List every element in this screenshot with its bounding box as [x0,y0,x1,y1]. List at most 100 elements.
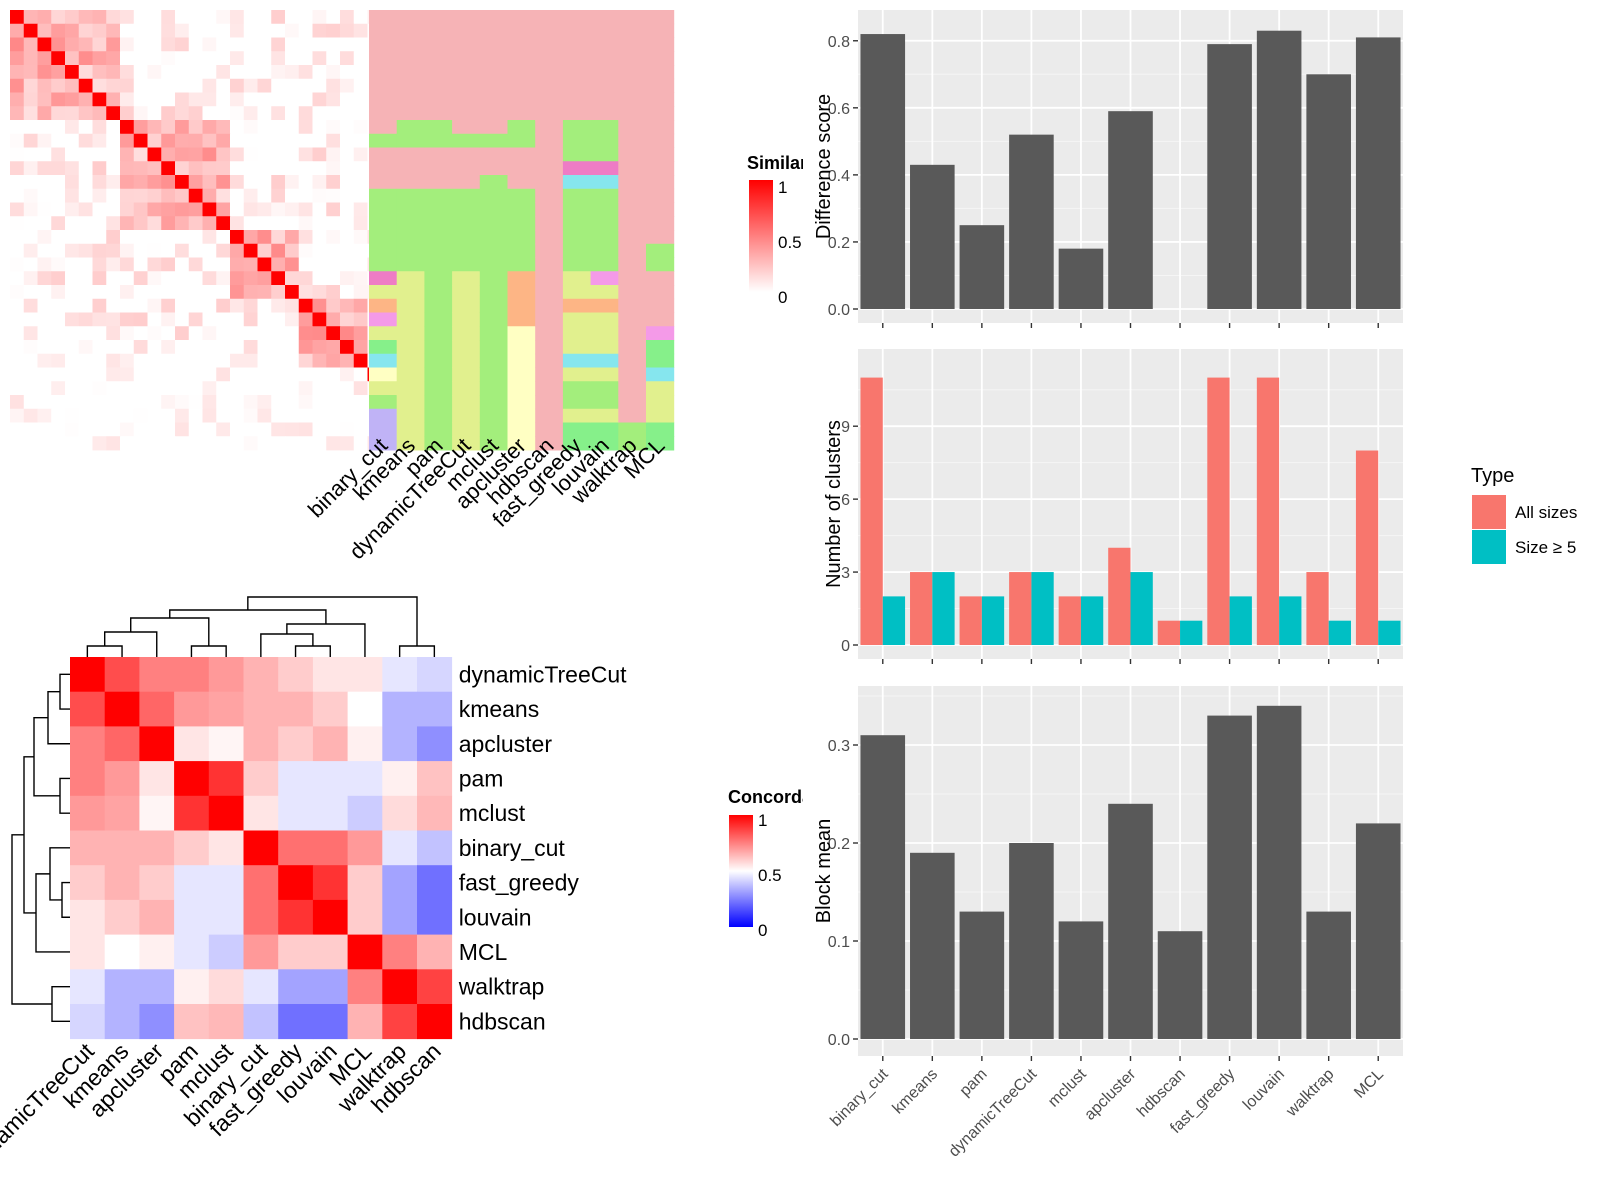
similarity-cell [285,147,300,162]
concordance-cell [139,830,175,866]
similarity-cell [23,10,38,25]
similarity-cell [51,436,66,451]
cluster-label-cell [424,285,453,300]
cluster-label-cell [535,10,564,25]
similarity-cell [120,257,135,272]
similarity-cell [202,37,217,52]
similarity-cell [120,188,135,203]
similarity-cell [243,133,258,148]
concordance-cell [312,1004,348,1040]
cluster-label-cell [452,175,481,190]
similarity-cell [37,133,52,148]
similarity-cell [92,51,107,66]
similarity-cell [23,175,38,190]
similarity-cell [175,92,190,107]
legend-label-size-ge-5: Size ≥ 5 [1515,538,1576,557]
similarity-cell [298,106,313,121]
similarity-cell [298,436,313,451]
similarity-cell [161,422,176,437]
similarity-cell [285,422,300,437]
similarity-cell [10,202,25,217]
similarity-cell [175,51,190,66]
similarity-cell [285,395,300,410]
x-tick-label: mclust [1045,1065,1090,1110]
similarity-cell [78,147,93,162]
cluster-label-cell [369,133,398,148]
y-tick-label: 6 [841,492,850,509]
similarity-cell [92,353,107,368]
cluster-label-cell [535,120,564,135]
similarity-cell [120,285,135,300]
similarity-cell [188,243,203,258]
similarity-cell [326,106,341,121]
similarity-cell [92,37,107,52]
concordance-cell [70,830,106,866]
cluster-label-cell [396,285,425,300]
similarity-cell [147,120,162,135]
similarity-cell [285,298,300,313]
similarity-legend-tick-0: 0 [778,288,787,307]
cluster-label-cell [479,353,508,368]
similarity-cell [353,243,368,258]
similarity-cell [188,78,203,93]
cluster-label-cell [479,78,508,93]
similarity-cell [243,175,258,190]
cluster-label-cell [507,216,536,231]
cluster-label-cell [618,37,647,52]
cluster-label-cell [562,285,592,300]
concordance-cell [139,726,175,762]
similarity-cell [147,216,162,231]
similarity-cell [161,271,176,286]
cluster-label-cell [479,37,508,52]
similarity-cell [161,202,176,217]
concordance-cell [208,899,244,935]
similarity-cell [65,340,80,355]
similarity-cell [298,326,313,341]
cluster-label-cell [507,408,536,423]
similarity-cell [257,408,272,423]
similarity-cell [10,326,25,341]
cluster-label-cell [590,230,619,245]
similarity-cell [312,147,327,162]
similarity-cell [216,37,231,52]
cluster-label-cell [424,367,453,382]
bar [1108,803,1153,1039]
concordance-cell [104,795,140,831]
bar [1256,705,1302,1039]
concordance-row-label: louvain [459,904,532,930]
similarity-cell [161,395,176,410]
concordance-cell [139,865,175,901]
cluster-label-cell [618,298,647,313]
similarity-cell [175,37,190,52]
similarity-cell [78,23,93,38]
cluster-label-cell [452,271,481,286]
similarity-cell [243,312,258,327]
similarity-cell [106,367,121,382]
similarity-cell [37,257,52,272]
concordance-row-label: walktrap [458,974,545,1000]
cluster-label-cell [535,257,564,272]
cluster-label-cell [562,312,592,327]
similarity-cell [216,23,231,38]
cluster-label-cell [424,381,453,396]
similarity-cell [243,78,258,93]
similarity-cell [120,326,135,341]
similarity-cell [326,230,341,245]
concordance-cell [417,830,453,866]
similarity-cell [133,353,148,368]
concordance-row-label: pam [459,765,504,791]
similarity-cell [10,285,25,300]
concordance-cell [347,726,383,762]
similarity-cell [216,298,231,313]
concordance-cell [139,934,175,970]
similarity-cell [65,120,80,135]
similarity-legend-colorbar [749,180,773,292]
similarity-cell [51,92,66,107]
similarity-cell [133,106,148,121]
similarity-cell [23,37,38,52]
bar [1306,74,1351,309]
similarity-cell [298,147,313,162]
similarity-cell [202,271,217,286]
concordance-cell [243,934,279,970]
similarity-cell [147,202,162,217]
